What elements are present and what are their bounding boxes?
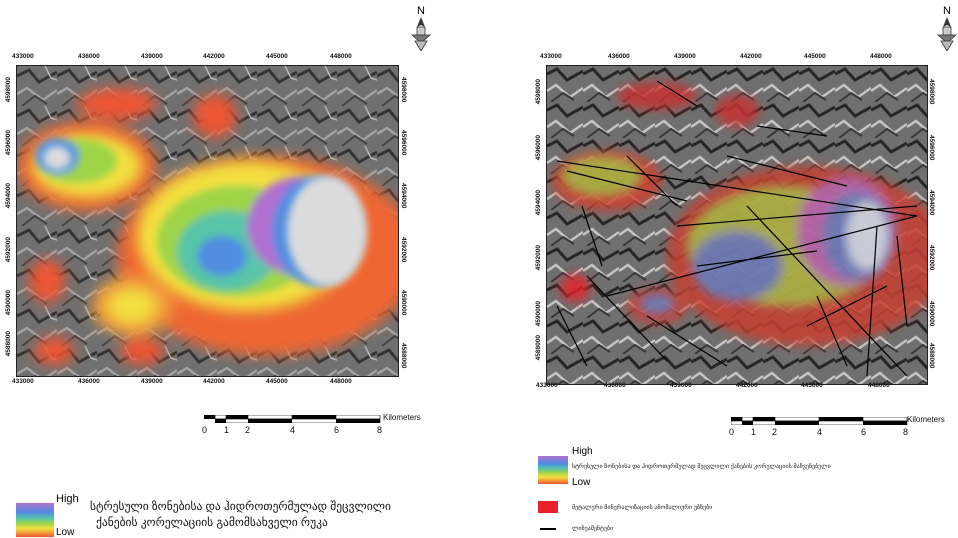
tick-label: 4588000 <box>535 335 542 361</box>
north-arrow-icon <box>936 17 958 52</box>
tick-label: 448000 <box>868 382 890 389</box>
tick-label: 436000 <box>608 53 630 60</box>
right-x-ticks-top: 433000 436000 439000 442000 445000 44800… <box>528 53 948 63</box>
left-y-ticks-right: 4598000 4596000 4594000 4592000 4590000 … <box>400 65 410 375</box>
tick-label: 4588000 <box>5 331 12 357</box>
tick-label: 442000 <box>203 53 225 60</box>
scale-label: 6 <box>334 425 340 435</box>
tick-label: 4588000 <box>400 343 407 369</box>
tick-label: 4596000 <box>535 135 542 161</box>
right-x-ticks-bottom: 433000 436000 439000 442000 445000 44800… <box>528 382 948 392</box>
tick-label: 433000 <box>540 53 562 60</box>
left-x-ticks-bottom: 433000 436000 439000 442000 445000 44800… <box>0 378 420 388</box>
tick-label: 4592000 <box>400 237 407 263</box>
legend-lineament-text: ლინეამენტები <box>572 526 614 532</box>
scale-label: 1 <box>751 427 757 437</box>
tick-label: 4588000 <box>928 343 935 369</box>
scale-label: 0 <box>202 425 208 435</box>
tick-label: 4594000 <box>5 183 12 209</box>
tick-label: 448000 <box>870 53 892 60</box>
tick-label: 433000 <box>12 378 34 385</box>
tick-label: 436000 <box>78 53 100 60</box>
legend-anomaly-text: მეტალური მინერალიზაციის ანომალიური უბნებ… <box>572 505 713 511</box>
tick-label: 445000 <box>266 53 288 60</box>
tick-label: 4594000 <box>535 190 542 216</box>
north-label: N <box>417 5 425 17</box>
tick-label: 4598000 <box>400 77 407 103</box>
tick-label: 448000 <box>330 378 352 385</box>
tick-label: 4598000 <box>535 79 542 105</box>
scale-unit: Kilometers <box>907 415 945 424</box>
scale-bar-graphic <box>731 417 908 425</box>
tick-label: 436000 <box>78 378 100 385</box>
scale-unit: Kilometers <box>383 413 421 422</box>
tick-label: 445000 <box>266 378 288 385</box>
tick-label: 4594000 <box>928 190 935 216</box>
right-scale-bar: Kilometers 0 1 2 4 6 8 <box>727 415 957 445</box>
tick-label: 4590000 <box>535 301 542 327</box>
scale-label: 0 <box>729 427 735 437</box>
legend-high: High <box>56 493 79 505</box>
tick-label: 4596000 <box>400 130 407 156</box>
tick-label: 433000 <box>12 53 34 60</box>
gradient-swatch <box>16 503 54 537</box>
scale-bar-graphic <box>204 415 381 423</box>
scale-label: 8 <box>377 425 383 435</box>
tick-label: 4596000 <box>928 135 935 161</box>
scale-label: 4 <box>290 425 296 435</box>
tick-label: 436000 <box>604 382 626 389</box>
north-label: N <box>943 5 951 17</box>
tick-label: 439000 <box>141 378 163 385</box>
legend-text-line1: სტრესული ზონებისა და ჰიდროთერმულად შეცვლ… <box>90 501 391 513</box>
left-map <box>16 65 399 377</box>
scale-label: 2 <box>772 427 778 437</box>
tick-label: 4596000 <box>5 130 12 156</box>
lineaments <box>556 80 918 377</box>
left-x-ticks-top: 433000 436000 439000 442000 445000 44800… <box>0 53 420 63</box>
tick-label: 4590000 <box>5 290 12 316</box>
legend-low: Low <box>56 527 75 538</box>
tick-label: 439000 <box>670 382 692 389</box>
tick-label: 4590000 <box>928 301 935 327</box>
tick-label: 442000 <box>203 378 225 385</box>
tick-label: 433000 <box>536 382 558 389</box>
scale-label: 8 <box>903 427 909 437</box>
legend-gradient-text: სტრესული ზონებისა და ჰიდროთერმულად შეცვლ… <box>572 464 831 470</box>
north-arrow-right: N <box>936 6 958 52</box>
tick-label: 442000 <box>740 53 762 60</box>
scale-label: 1 <box>224 425 230 435</box>
tick-label: 4592000 <box>5 237 12 263</box>
left-legend: High Low სტრესული ზონებისა და ჰიდროთერმუ… <box>16 493 416 538</box>
legend-text-line2: ქანების კორელაციის გამომსახველი რუკა <box>96 517 328 529</box>
tick-label: 4592000 <box>928 245 935 271</box>
tick-label: 445000 <box>801 382 823 389</box>
right-map <box>546 65 928 385</box>
left-y-ticks-left: 4598000 4596000 4594000 4592000 4590000 … <box>5 65 15 375</box>
tick-label: 4592000 <box>535 245 542 271</box>
north-arrow-icon <box>410 17 432 52</box>
tick-label: 448000 <box>330 53 352 60</box>
gradient-swatch <box>538 456 568 484</box>
right-y-ticks-left: 4598000 4596000 4594000 4592000 4590000 … <box>535 65 545 375</box>
tick-label: 4598000 <box>928 79 935 105</box>
scale-label: 2 <box>245 425 251 435</box>
legend-low: Low <box>572 477 591 488</box>
left-scale-bar: Kilometers 0 1 2 4 6 8 <box>200 413 440 443</box>
right-y-ticks-right: 4598000 4596000 4594000 4592000 4590000 … <box>928 65 938 385</box>
right-legend: High სტრესული ზონებისა და ჰიდროთერმულად … <box>538 446 958 537</box>
tick-label: 439000 <box>674 53 696 60</box>
scale-label: 6 <box>861 427 867 437</box>
scale-label: 4 <box>817 427 823 437</box>
tick-label: 4590000 <box>400 290 407 316</box>
tick-label: 442000 <box>736 382 758 389</box>
lineament-swatch <box>540 528 556 530</box>
tick-label: 4598000 <box>5 77 12 103</box>
tick-label: 445000 <box>804 53 826 60</box>
legend-high: High <box>572 446 593 457</box>
north-arrow-left: N <box>410 6 432 52</box>
tick-label: 4594000 <box>400 183 407 209</box>
anomaly-swatch <box>538 501 558 513</box>
tick-label: 439000 <box>141 53 163 60</box>
